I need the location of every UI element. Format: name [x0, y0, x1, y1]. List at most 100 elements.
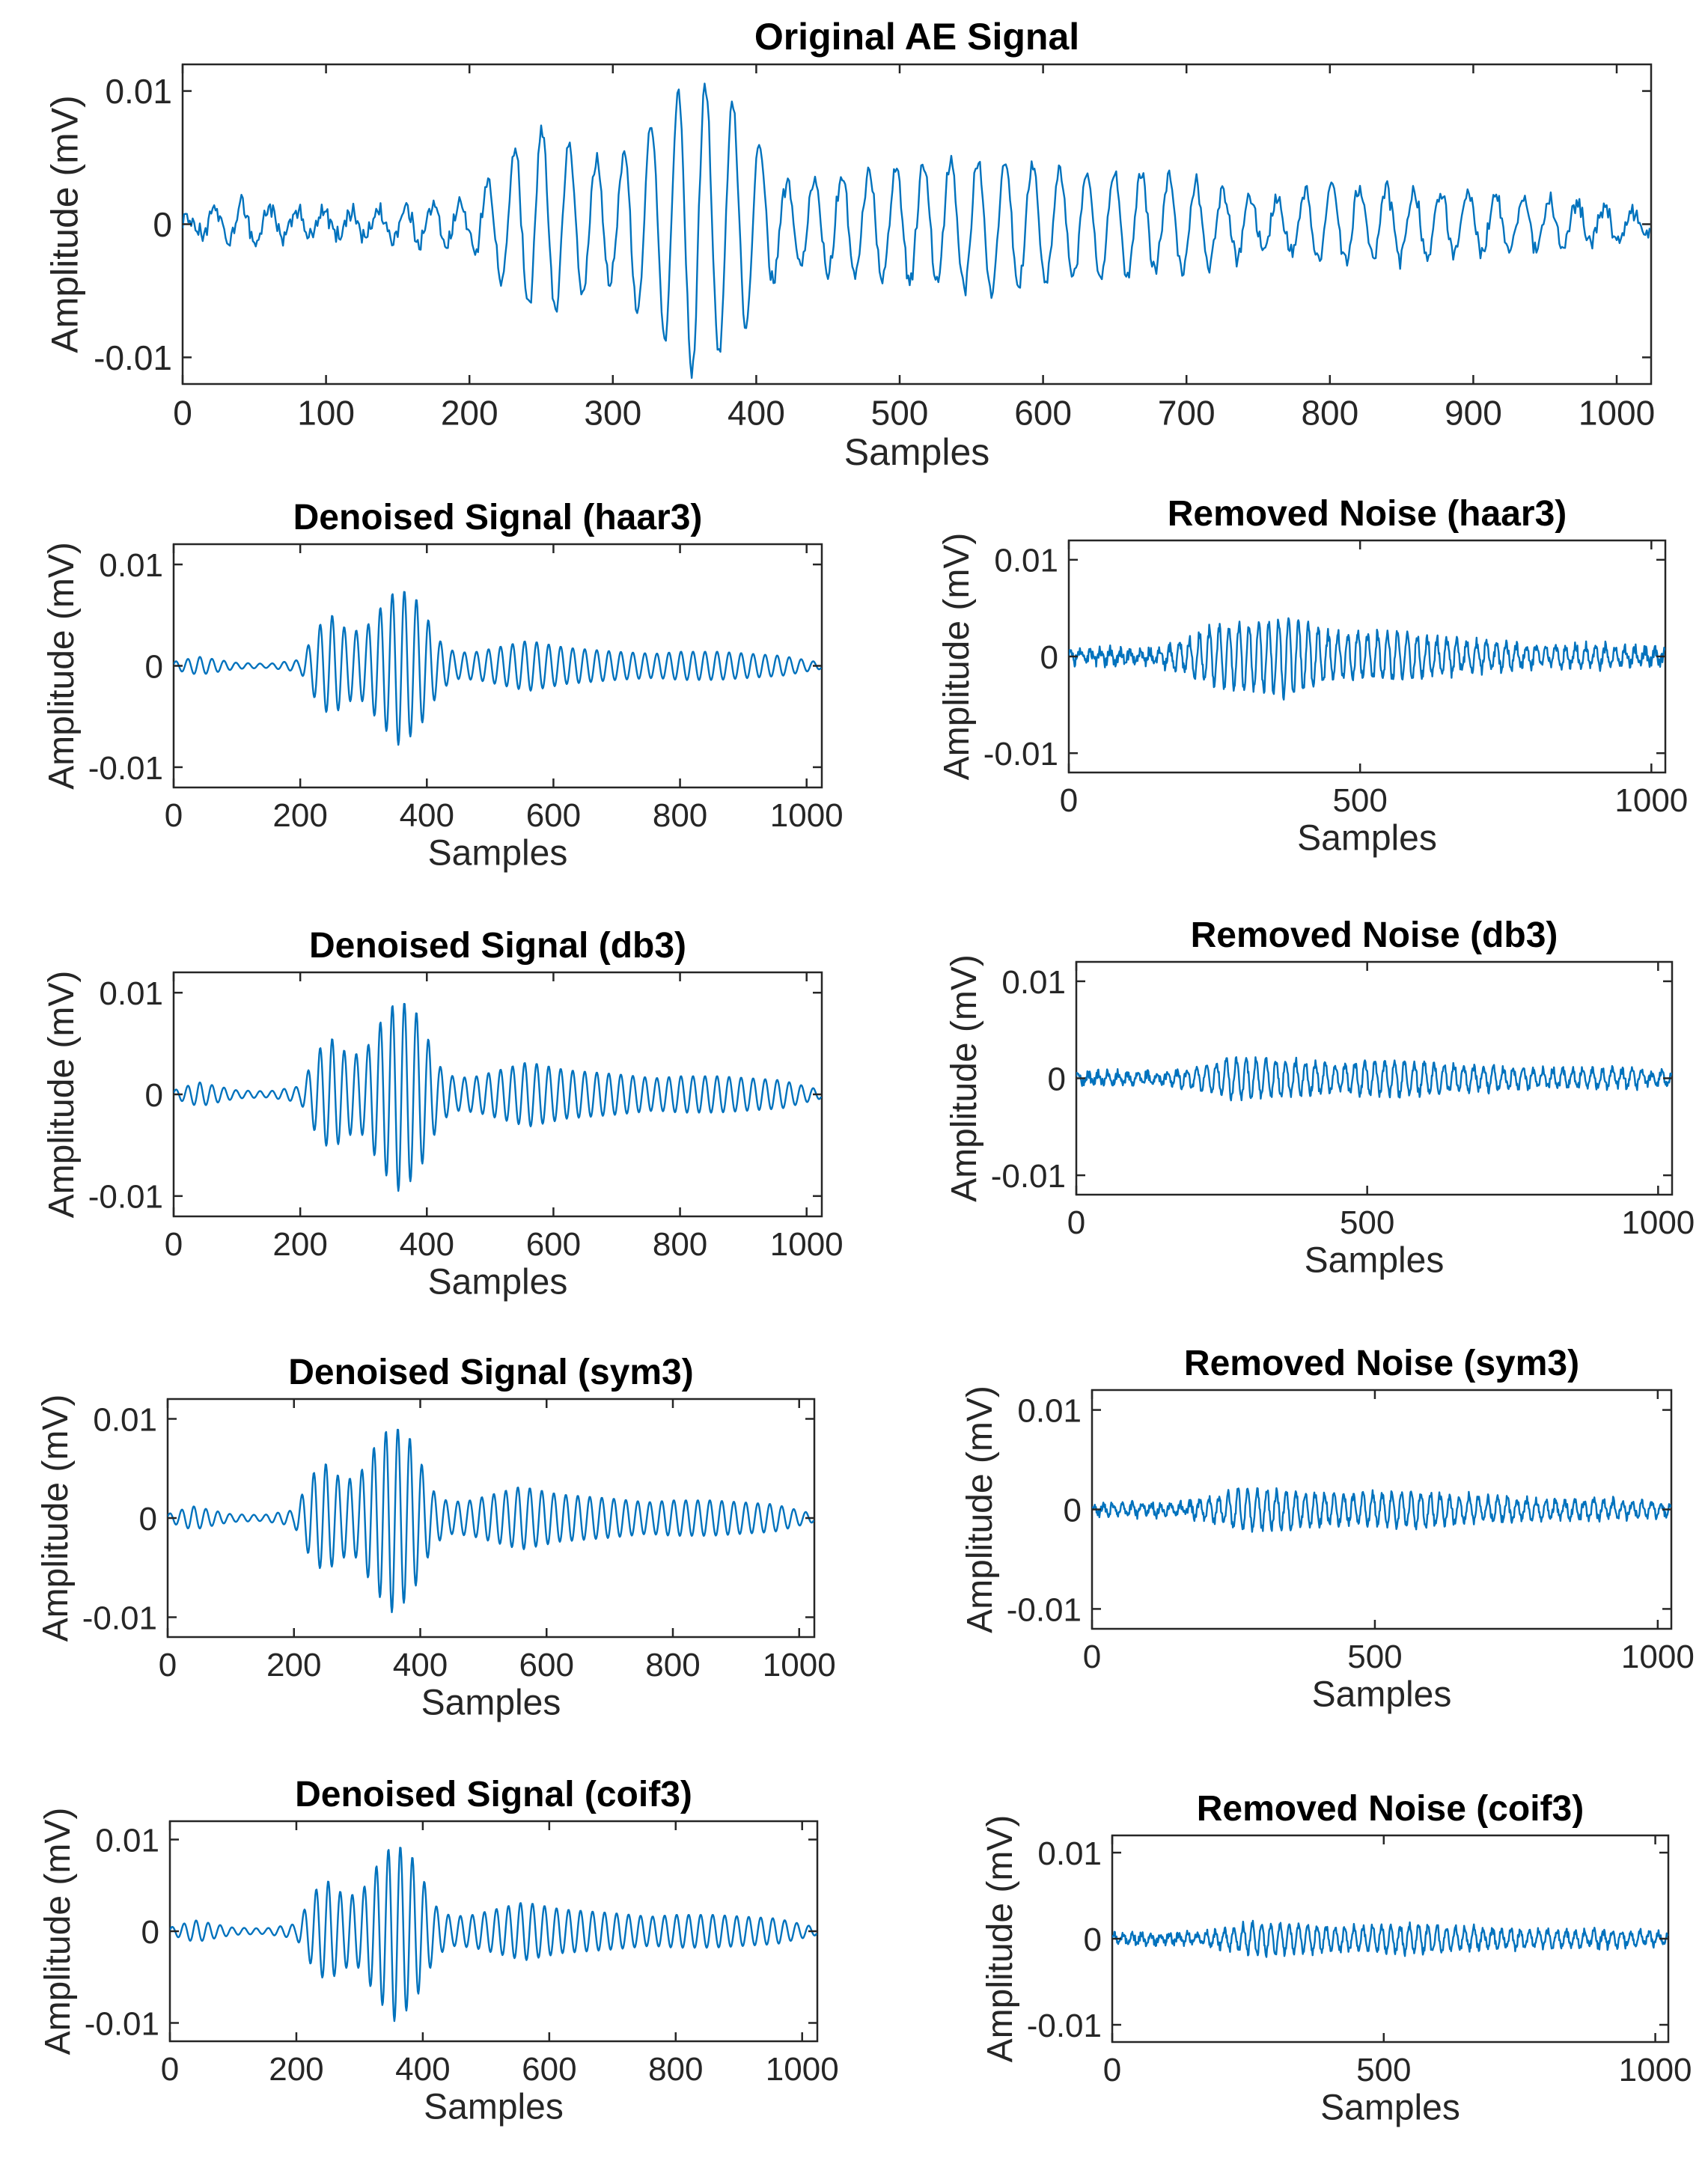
y-tick-label: 0: [145, 648, 163, 685]
x-tick-label: 200: [272, 797, 327, 834]
x-tick-label: 0: [1103, 2052, 1121, 2088]
y-tick-label: -0.01: [94, 338, 172, 377]
y-tick-label: 0.01: [994, 543, 1058, 579]
series-line: [183, 82, 1651, 380]
y-tick-label: 0.01: [1001, 964, 1066, 1001]
series-line: [170, 1847, 817, 2023]
x-tick-label: 0: [1060, 782, 1078, 819]
x-tick-label: 800: [648, 2051, 703, 2088]
x-tick-label: 400: [400, 797, 454, 834]
x-tick-label: 1000: [1614, 782, 1688, 819]
y-tick-label: 0.01: [95, 1822, 159, 1859]
x-axis-label: Samples: [1320, 2088, 1460, 2127]
y-tick-label: -0.01: [1027, 2008, 1102, 2044]
x-tick-label: 500: [871, 393, 929, 432]
x-tick-label: 500: [1356, 2052, 1411, 2088]
x-tick-label: 800: [1301, 393, 1358, 432]
series-line: [1112, 1919, 1668, 1958]
y-axis-label: Amplitude (mV): [937, 533, 977, 781]
y-axis-label: Amplitude (mV): [44, 95, 86, 353]
x-axis-label: Samples: [1305, 1240, 1445, 1280]
x-tick-label: 100: [297, 393, 355, 432]
y-tick-label: 0.01: [105, 72, 172, 111]
y-tick-label: 0: [145, 1077, 163, 1114]
x-tick-label: 700: [1158, 393, 1216, 432]
y-tick-label: -0.01: [983, 736, 1058, 772]
y-axis-label: Amplitude (mV): [945, 954, 984, 1202]
x-axis-label: Samples: [421, 1683, 561, 1722]
y-tick-label: 0.01: [1037, 1835, 1102, 1872]
x-tick-label: 0: [161, 2051, 179, 2088]
x-tick-label: 1000: [1621, 1639, 1695, 1675]
x-tick-label: 800: [645, 1647, 700, 1683]
series-line: [168, 1428, 814, 1614]
x-tick-label: 0: [1067, 1204, 1085, 1241]
panel-original: 0 100 200 300 400 500 600 700 800 900 10000.010-0.…: [44, 16, 1655, 473]
x-tick-label: 0: [165, 797, 183, 834]
y-tick-label: -0.01: [88, 1179, 163, 1216]
y-tick-label: -0.01: [82, 1600, 157, 1636]
chart-title: Denoised Signal (coif3): [295, 1775, 692, 1814]
x-tick-label: 1000: [770, 797, 844, 834]
chart-title: Denoised Signal (db3): [309, 926, 686, 966]
y-tick-label: 0: [1040, 639, 1058, 676]
y-tick-label: 0: [153, 205, 172, 244]
x-tick-label: 200: [272, 1226, 327, 1263]
x-tick-label: 0: [165, 1226, 183, 1263]
chart-title: Removed Noise (haar3): [1168, 494, 1567, 534]
chart-title: Denoised Signal (haar3): [293, 498, 703, 537]
x-tick-label: 1000: [1619, 2052, 1692, 2088]
x-tick-label: 600: [526, 1226, 581, 1263]
x-tick-label: 400: [393, 1647, 448, 1683]
x-tick-label: 1000: [770, 1226, 844, 1263]
y-tick-label: 0.01: [99, 975, 163, 1012]
x-tick-label: 600: [1014, 393, 1072, 432]
y-tick-label: -0.01: [991, 1158, 1066, 1195]
x-tick-label: 800: [653, 797, 707, 834]
x-tick-label: 400: [728, 393, 785, 432]
y-tick-label: 0: [1084, 1922, 1102, 1958]
x-tick-label: 500: [1332, 782, 1387, 819]
y-axis-label: Amplitude (mV): [38, 1808, 78, 2055]
x-tick-label: 200: [269, 2051, 323, 2088]
x-tick-label: 200: [441, 393, 498, 432]
series-line: [1076, 1056, 1672, 1102]
plot-area: [1075, 960, 1674, 1196]
plot-area: [1111, 1834, 1670, 2044]
y-tick-label: -0.01: [1007, 1591, 1082, 1628]
y-axis-label: Amplitude (mV): [960, 1386, 1000, 1633]
x-tick-label: 400: [395, 2051, 450, 2088]
y-tick-label: 0: [139, 1501, 157, 1538]
series-line: [1069, 617, 1665, 701]
series-line: [174, 591, 822, 746]
y-axis-label: Amplitude (mV): [42, 542, 82, 790]
x-tick-label: 200: [266, 1647, 321, 1683]
x-tick-label: 900: [1445, 393, 1502, 432]
chart-title: Denoised Signal (sym3): [288, 1353, 693, 1392]
y-tick-label: -0.01: [85, 2005, 159, 2042]
x-tick-label: 1000: [1579, 393, 1655, 432]
y-tick-label: 0.01: [93, 1401, 157, 1438]
y-tick-label: 0.01: [1017, 1392, 1082, 1429]
y-tick-label: 0: [1064, 1492, 1082, 1529]
y-tick-label: 0: [1048, 1061, 1066, 1097]
x-tick-label: 600: [519, 1647, 574, 1683]
x-tick-label: 1000: [766, 2051, 839, 2088]
series-line: [1092, 1487, 1671, 1533]
x-tick-label: 500: [1340, 1204, 1394, 1241]
y-tick-label: 0.01: [99, 547, 163, 584]
x-tick-label: 500: [1347, 1639, 1402, 1675]
plot-area: [1067, 539, 1667, 774]
x-axis-label: Samples: [428, 833, 568, 873]
series-line: [174, 1002, 822, 1192]
chart-title: Removed Noise (sym3): [1184, 1344, 1579, 1383]
x-axis-label: Samples: [1297, 818, 1437, 858]
